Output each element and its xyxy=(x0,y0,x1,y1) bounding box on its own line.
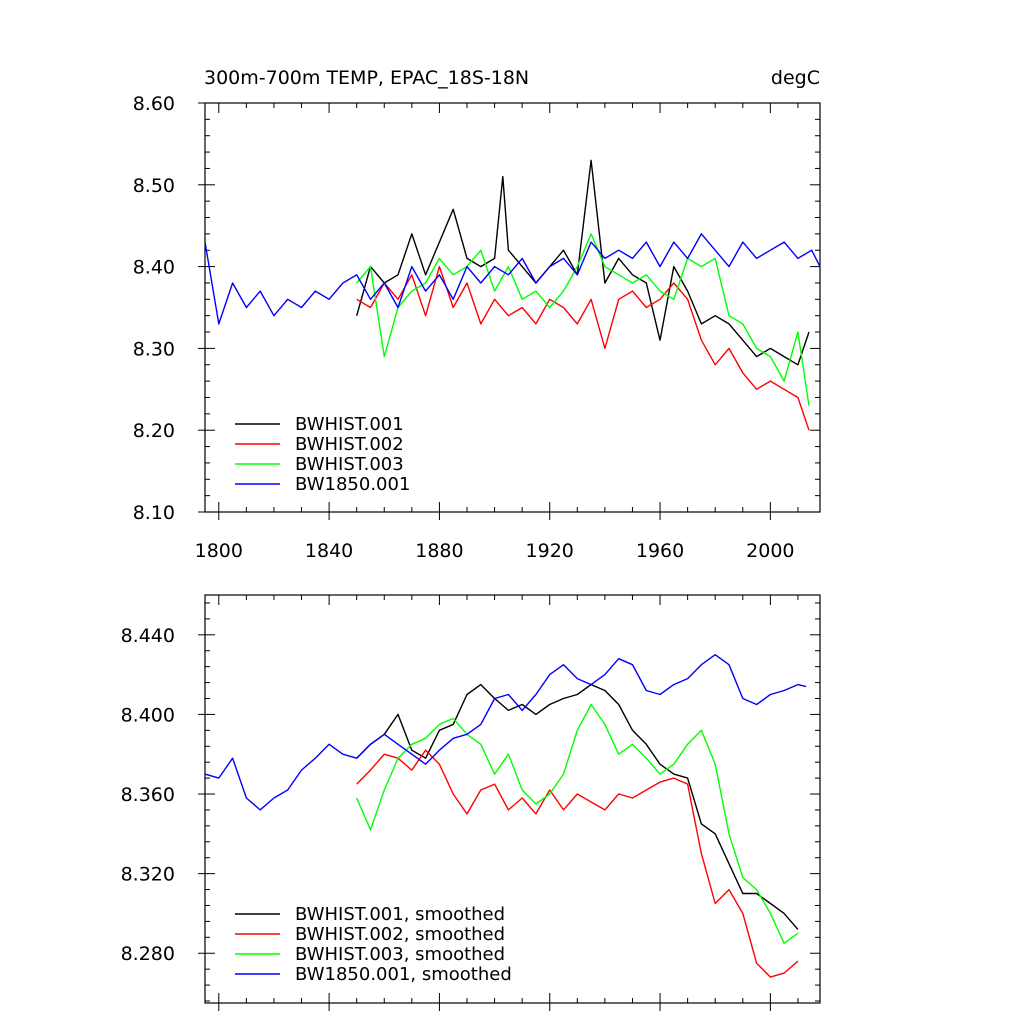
top-y-tick-label: 8.30 xyxy=(133,338,175,360)
top-legend-label: BWHIST.002 xyxy=(295,434,404,455)
top-series-line-4 xyxy=(205,233,820,325)
bottom-y-tick-label: 8.280 xyxy=(121,943,175,965)
bottom-y-tick-label: 8.320 xyxy=(121,864,175,886)
top-legend-label: BWHIST.001 xyxy=(295,414,404,435)
top-chart-panel: 1800 1840 1880 1920 1960 2000 8.10 8.20 8.30 8.40… xyxy=(133,93,821,562)
bottom-legend-label: BWHIST.001, smoothed xyxy=(295,904,505,925)
top-y-tick-label: 8.10 xyxy=(133,502,175,524)
bottom-legend-label: BW1850.001, smoothed xyxy=(295,964,512,985)
top-y-tick-label: 8.60 xyxy=(133,93,175,115)
bottom-plot-frame xyxy=(204,594,821,1004)
top-legend-label: BW1850.001 xyxy=(295,474,410,495)
top-chart-title: 300m-700m TEMP, EPAC_18S-18N xyxy=(204,67,529,89)
top-legend-label: BWHIST.003 xyxy=(295,454,404,475)
top-x-tick-label: 1880 xyxy=(415,540,463,562)
bottom-series-line-3 xyxy=(356,703,799,944)
top-plot-frame xyxy=(204,102,821,513)
top-x-tick-label: 1840 xyxy=(305,540,353,562)
bottom-series-line-4 xyxy=(205,654,807,811)
bottom-y-tick-label: 8.360 xyxy=(121,784,175,806)
bottom-chart-panel: 8.280 8.320 8.360 8.400 8.440 BWHIST.001, smo… xyxy=(121,594,821,1011)
top-chart-units: degC xyxy=(771,67,820,89)
top-x-tick-label: 2000 xyxy=(746,540,794,562)
bottom-legend-label: BWHIST.003, smoothed xyxy=(295,944,505,965)
bottom-legend-label: BWHIST.002, smoothed xyxy=(295,924,505,945)
top-x-tick-label: 1800 xyxy=(195,540,243,562)
bottom-y-tick-label: 8.440 xyxy=(121,625,175,647)
top-y-tick-label: 8.20 xyxy=(133,420,175,442)
top-series-line-2 xyxy=(356,265,810,431)
bottom-series-line-1 xyxy=(356,683,799,930)
top-x-tick-label: 1960 xyxy=(636,540,684,562)
bottom-series-line-2 xyxy=(356,749,799,978)
top-y-tick-label: 8.50 xyxy=(133,175,175,197)
top-series-line-3 xyxy=(356,233,810,406)
top-y-tick-label: 8.40 xyxy=(133,257,175,279)
top-x-tick-label: 1920 xyxy=(526,540,574,562)
bottom-y-tick-label: 8.400 xyxy=(121,704,175,726)
